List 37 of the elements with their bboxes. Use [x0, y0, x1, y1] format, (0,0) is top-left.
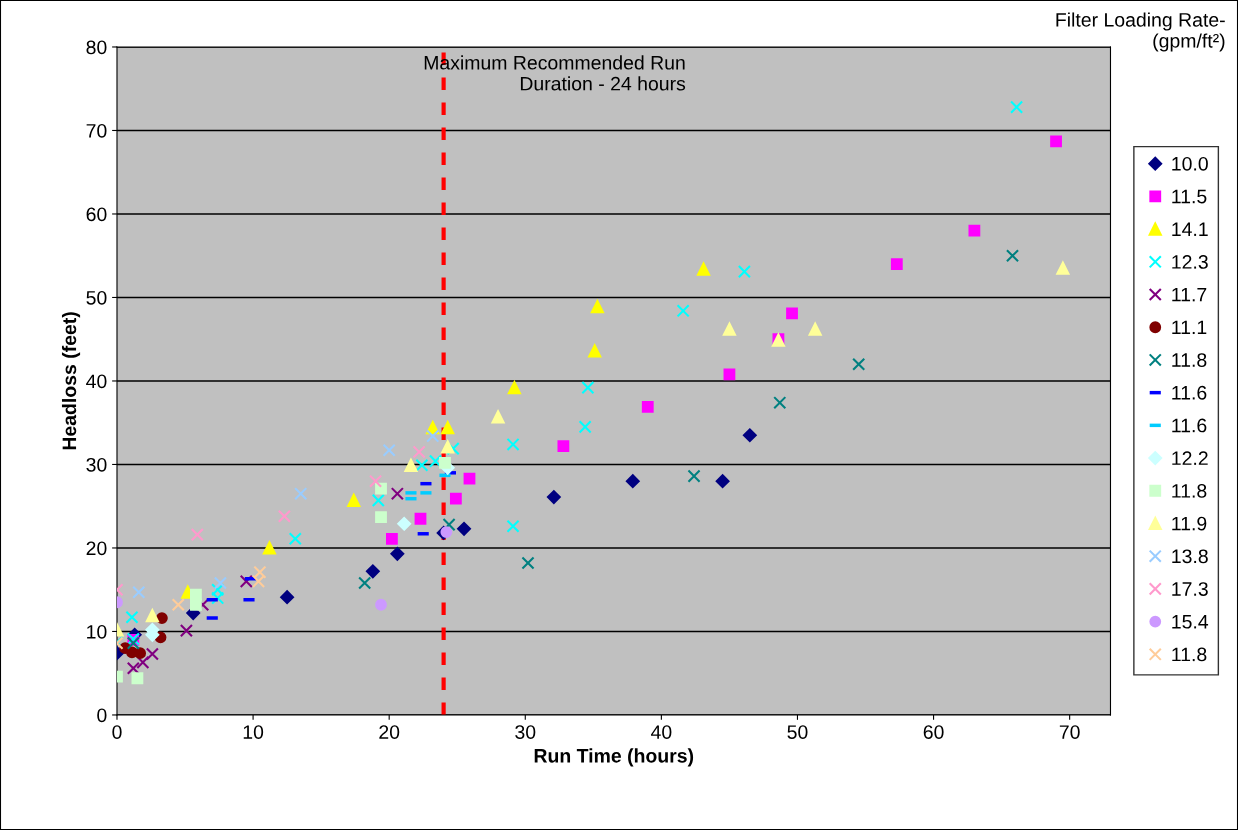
legend-title: Filter Loading Rate- (gpm/ft²)	[1056, 12, 1225, 52]
y-tick-label: 50	[86, 290, 107, 305]
y-tick-label: 40	[86, 374, 107, 389]
y-tick-label: 60	[86, 207, 107, 222]
y-tick-label: 70	[86, 123, 107, 138]
x-tick-label: 70	[1059, 725, 1080, 739]
legend-label: 11.1	[1172, 320, 1207, 335]
legend-label: 11.6	[1172, 385, 1207, 400]
legend-label: 14.1	[1172, 222, 1208, 236]
legend-label: 11.6	[1172, 418, 1207, 433]
legend-label: 12.3	[1172, 255, 1208, 269]
legend-label: 11.5	[1172, 189, 1207, 204]
x-axis-title: Run Time (hours)	[534, 748, 694, 767]
x-tick-label: 60	[923, 725, 944, 739]
x-tick-label: 50	[787, 725, 808, 739]
legend-label: 11.7	[1172, 287, 1207, 302]
x-tick-label: 40	[651, 725, 672, 739]
legend-label: 13.8	[1172, 549, 1208, 564]
y-tick-label: 10	[87, 624, 107, 639]
y-tick-label: 0	[97, 708, 107, 723]
legend-label: 11.8	[1172, 353, 1207, 367]
legend-label: 11.8	[1172, 647, 1207, 662]
legend-label: 10.0	[1172, 156, 1208, 171]
ref-line-label: Maximum Recommended Run Duration - 24 hours	[424, 55, 686, 91]
legend-label: 11.9	[1172, 516, 1207, 531]
legend-label: 15.4	[1172, 615, 1209, 629]
x-tick-label: 0	[112, 725, 122, 739]
y-tick-label: 30	[86, 457, 107, 472]
legend-label: 17.3	[1172, 582, 1208, 596]
y-axis-title: Headloss (feet)	[61, 312, 81, 450]
x-tick-label: 30	[515, 725, 536, 739]
y-tick-label: 80	[86, 40, 107, 55]
x-tick-label: 10	[243, 725, 264, 739]
legend-label: 11.8	[1172, 484, 1207, 498]
y-tick-label: 20	[86, 541, 107, 556]
x-tick-label: 20	[379, 725, 400, 739]
legend-label: 12.2	[1172, 451, 1208, 465]
